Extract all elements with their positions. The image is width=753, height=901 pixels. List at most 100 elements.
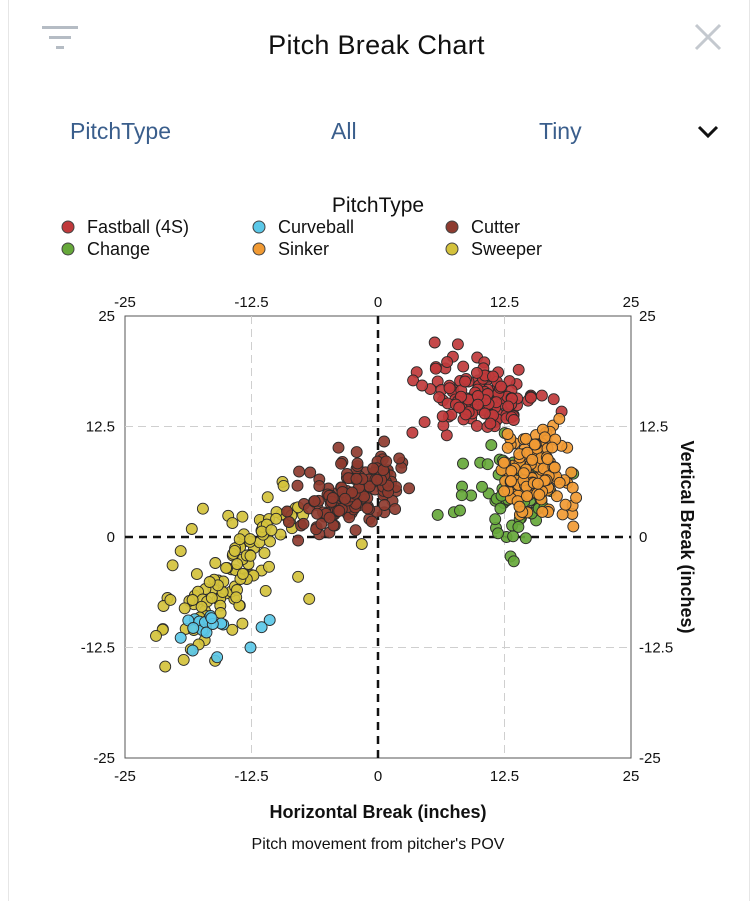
pitch-point xyxy=(501,428,514,440)
pitch-point xyxy=(186,594,199,606)
scatter-points xyxy=(150,336,583,673)
legend-marker xyxy=(445,220,459,234)
pitch-point xyxy=(502,400,515,413)
y-tick-label-left: -25 xyxy=(93,750,115,767)
pitch-point xyxy=(293,465,306,478)
pitch-point xyxy=(355,538,368,551)
filter-icon[interactable] xyxy=(42,24,78,52)
pitch-point xyxy=(315,517,328,530)
pitch-point xyxy=(495,380,507,393)
pitch-point xyxy=(513,500,526,513)
pitch-point xyxy=(443,382,456,395)
close-icon[interactable] xyxy=(693,22,723,52)
x-axis-label: Horizontal Break (inches) xyxy=(269,802,486,822)
pitch-point xyxy=(507,414,520,426)
pitch-point xyxy=(403,482,416,495)
pitch-point xyxy=(455,489,468,502)
pitch-point xyxy=(567,520,580,533)
filter-selector[interactable]: All xyxy=(331,118,357,144)
pitch-point xyxy=(553,476,566,489)
pitch-point xyxy=(454,504,466,517)
pitch-point xyxy=(389,503,402,516)
legend-marker xyxy=(61,220,75,234)
pitch-point xyxy=(304,466,317,479)
pitch-point xyxy=(497,456,510,469)
pitch-point xyxy=(326,492,339,504)
pitch-point xyxy=(416,379,429,392)
pitch-point xyxy=(313,480,326,493)
y-tick-label-right: -12.5 xyxy=(639,640,673,657)
pitch-point xyxy=(185,523,198,535)
pitch-point xyxy=(441,356,454,369)
pitch-point xyxy=(205,612,218,625)
x-tick-label-bottom: -12.5 xyxy=(234,768,268,785)
pitch-point xyxy=(492,527,504,540)
pitch-point xyxy=(226,623,239,636)
y-tick-label-left: 25 xyxy=(98,308,115,325)
pitch-point xyxy=(244,533,257,546)
pitch-point xyxy=(501,441,514,454)
pitch-point xyxy=(485,439,498,452)
pitch-point xyxy=(277,479,290,492)
pitch-point xyxy=(484,417,497,430)
pitch-point xyxy=(187,622,200,634)
pitch-point xyxy=(524,391,537,404)
pitch-point xyxy=(429,362,442,375)
pitch-point xyxy=(476,480,488,493)
pitch-point xyxy=(570,491,583,504)
pitch-point xyxy=(186,644,199,657)
pitch-point xyxy=(365,515,378,528)
pitch-point xyxy=(565,466,578,479)
pitch-point xyxy=(498,485,511,498)
pitch-point xyxy=(265,524,278,537)
pitch-point xyxy=(323,511,336,524)
size-selector[interactable]: Tiny xyxy=(539,118,582,144)
pitch-point xyxy=(470,419,483,432)
x-tick-label-top: 25 xyxy=(623,294,640,311)
pitch-point xyxy=(177,653,190,666)
pitch-point xyxy=(505,475,517,487)
pitch-point xyxy=(351,457,364,470)
pitch-break-chart: PitchType Fastball (4S) Curveball Cutter Ch… xyxy=(61,194,697,853)
legend-marker xyxy=(445,242,459,256)
pitch-point xyxy=(236,567,249,580)
x-tick-label-top: 0 xyxy=(374,294,382,311)
y-axis-label: Vertical Break (inches) xyxy=(677,440,697,633)
pitch-point xyxy=(236,510,249,523)
pitch-point xyxy=(431,508,444,521)
pitch-point xyxy=(481,458,494,471)
pitch-point xyxy=(258,547,271,560)
pitch-point xyxy=(535,389,548,402)
pitch-point xyxy=(459,375,472,388)
legend-label: Sweeper xyxy=(471,239,542,259)
chart-caption: Pitch movement from pitcher's POV xyxy=(252,836,505,853)
pitch-point xyxy=(436,410,449,423)
pitch-point xyxy=(407,374,420,387)
legend-title: PitchType xyxy=(332,194,424,217)
pitch-point xyxy=(470,366,483,379)
pitch-point xyxy=(367,462,380,475)
pitch-point xyxy=(440,429,453,442)
chevron-down-icon[interactable] xyxy=(696,124,720,140)
pitch-point xyxy=(308,495,321,508)
x-tick-label-bottom: 25 xyxy=(623,768,640,785)
pitch-point xyxy=(541,453,554,466)
group-by-selector[interactable]: PitchType xyxy=(70,118,171,144)
pitch-point xyxy=(361,502,374,515)
x-tick-label-top: -12.5 xyxy=(234,294,268,311)
x-tick-label-top: 12.5 xyxy=(490,294,519,311)
legend-marker xyxy=(252,220,266,234)
legend: Fastball (4S) Curveball Cutter Change Sinker… xyxy=(61,217,542,259)
pitch-point xyxy=(371,473,384,486)
pitch-point xyxy=(393,452,406,465)
pitch-point xyxy=(521,490,533,503)
pitch-point xyxy=(159,660,172,673)
pitch-point xyxy=(263,614,276,627)
pitch-point xyxy=(528,438,541,451)
pitch-point xyxy=(559,498,572,511)
legend-label: Sinker xyxy=(278,239,329,259)
pitch-point xyxy=(166,559,179,572)
pitch-point xyxy=(378,499,391,511)
pitch-point xyxy=(519,532,532,545)
